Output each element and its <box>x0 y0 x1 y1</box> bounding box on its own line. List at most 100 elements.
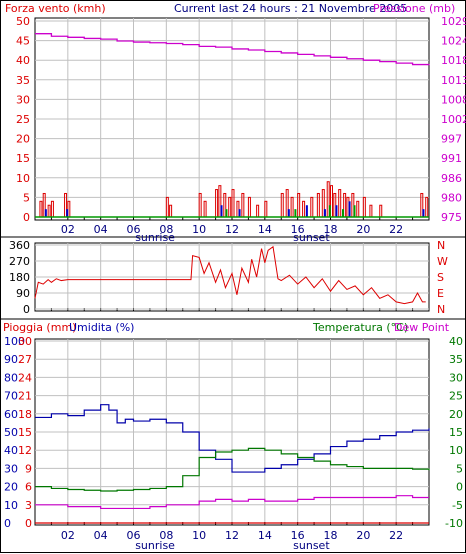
gust-bar <box>238 209 241 217</box>
gust-bar <box>220 205 223 217</box>
direction-tick-label: 360 <box>9 239 30 252</box>
wind-tick-label: 45 <box>16 35 30 48</box>
temperature-tick-label: 30 <box>449 371 463 384</box>
humidity-axis-title: Umidita (%) <box>69 321 134 334</box>
dewpoint-line <box>35 495 429 510</box>
x-tick-label-wind: 18 <box>324 223 338 236</box>
sunset-label-wind: sunset <box>293 231 330 244</box>
x-tick-label-wind: 22 <box>389 223 403 236</box>
humidity-tick-label: 40 <box>4 444 18 457</box>
rain-tick-label: 24 <box>18 371 32 384</box>
chart-title: Current last 24 hours : 21 Novembre 2005 <box>174 2 407 15</box>
wind-tick-label: 50 <box>16 15 30 28</box>
rain-tick-label: 0 <box>25 517 32 530</box>
direction-tick-label: 90 <box>16 287 30 300</box>
gust-bar <box>66 209 69 217</box>
x-tick-label-temp: 02 <box>61 529 75 542</box>
pressure-tick-label: 980 <box>441 191 462 204</box>
rain-axis-title: Pioggia (mm) <box>3 321 76 334</box>
temperature-tick-label: 20 <box>449 408 463 421</box>
x-tick-label-wind: 12 <box>225 223 239 236</box>
compass-tick-label: N <box>437 239 445 252</box>
pressure-tick-label: 1013 <box>441 74 466 87</box>
rain-tick-label: 21 <box>18 390 32 403</box>
x-tick-label-temp: 20 <box>356 529 370 542</box>
x-tick-label-temp: 22 <box>389 529 403 542</box>
temperature-line <box>35 447 430 492</box>
wind-axis-title: Forza vento (kmh) <box>5 2 106 15</box>
wind-tick-label: 40 <box>16 54 30 67</box>
avg-bar <box>294 209 297 217</box>
pressure-tick-label: 1018 <box>441 54 466 67</box>
temperature-tick-label: 15 <box>449 426 463 439</box>
pressure-tick-label: 1029 <box>441 15 466 28</box>
x-tick-label-wind: 14 <box>258 223 272 236</box>
rain-tick-label: 9 <box>25 462 32 475</box>
sunrise-label-temp: sunrise <box>135 539 175 552</box>
x-tick-label-temp: 12 <box>225 529 239 542</box>
pressure-tick-label: 1008 <box>441 93 466 106</box>
x-tick-label-wind: 02 <box>61 223 75 236</box>
humidity-tick-label: 80 <box>4 371 18 384</box>
x-tick-label-temp: 18 <box>324 529 338 542</box>
compass-tick-label: S <box>437 271 444 284</box>
sunset-label-temp: sunset <box>293 539 330 552</box>
humidity-tick-label: 0 <box>4 517 11 530</box>
rain-tick-label: 15 <box>18 426 32 439</box>
wind-tick-label: 25 <box>16 113 30 126</box>
temperature-tick-label: 5 <box>456 462 463 475</box>
x-tick-label-wind: 04 <box>94 223 108 236</box>
temperature-tick-label: 25 <box>449 390 463 403</box>
wind-direction-line <box>34 245 426 305</box>
avg-bar <box>225 209 228 217</box>
humidity-tick-label: 10 <box>4 499 18 512</box>
direction-tick-label: 180 <box>9 271 30 284</box>
x-tick-label-wind: 20 <box>356 223 370 236</box>
gust-bar <box>44 209 47 217</box>
avg-bar <box>341 209 344 217</box>
temperature-axis-title: Temperatura (°C) <box>312 321 408 334</box>
direction-tick-label: 270 <box>9 255 30 268</box>
temperature-tick-label: -5 <box>452 499 463 512</box>
x-tick-label-wind: 06 <box>127 223 141 236</box>
data-marks <box>34 33 430 524</box>
pressure-axis-title: Pressione (mb) <box>373 2 455 15</box>
humidity-tick-label: 50 <box>4 426 18 439</box>
humidity-tick-label: 90 <box>4 353 18 366</box>
pressure-tick-label: 997 <box>441 133 462 146</box>
x-tick-label-wind: 10 <box>192 223 206 236</box>
pressure-tick-label: 1002 <box>441 113 466 126</box>
pressure-line <box>35 33 430 66</box>
temperature-tick-label: 10 <box>449 444 463 457</box>
gust-bar <box>323 209 326 217</box>
wind-tick-label: 20 <box>16 133 30 146</box>
temperature-tick-label: -10 <box>445 517 463 530</box>
dewpoint-axis-title: Dew Point <box>394 321 450 334</box>
humidity-tick-label: 70 <box>4 390 18 403</box>
x-tick-label-wind: 16 <box>291 223 305 236</box>
temperature-tick-label: 35 <box>449 353 463 366</box>
avg-bar <box>328 205 331 217</box>
x-tick-label-temp: 16 <box>291 529 305 542</box>
wind-tick-label: 0 <box>23 211 30 224</box>
wind-tick-label: 30 <box>16 93 30 106</box>
pressure-tick-label: 986 <box>441 172 462 185</box>
compass-tick-label: N <box>437 303 445 316</box>
x-tick-label-temp: 10 <box>192 529 206 542</box>
x-tick-label-temp: 06 <box>127 529 141 542</box>
sunrise-label-wind: sunrise <box>135 231 175 244</box>
rain-tick-label: 3 <box>25 499 32 512</box>
rain-tick-label: 30 <box>18 335 32 348</box>
avg-bar <box>353 205 356 217</box>
x-tick-label-temp: 14 <box>258 529 272 542</box>
gust-bar <box>348 201 351 217</box>
x-tick-label-temp: 08 <box>159 529 173 542</box>
pressure-tick-label: 991 <box>441 152 462 165</box>
rain-tick-label: 27 <box>18 353 32 366</box>
temperature-tick-label: 40 <box>449 335 463 348</box>
gust-bar <box>335 205 338 217</box>
x-tick-label-temp: 04 <box>94 529 108 542</box>
humidity-tick-label: 100 <box>4 335 25 348</box>
humidity-tick-label: 30 <box>4 462 18 475</box>
